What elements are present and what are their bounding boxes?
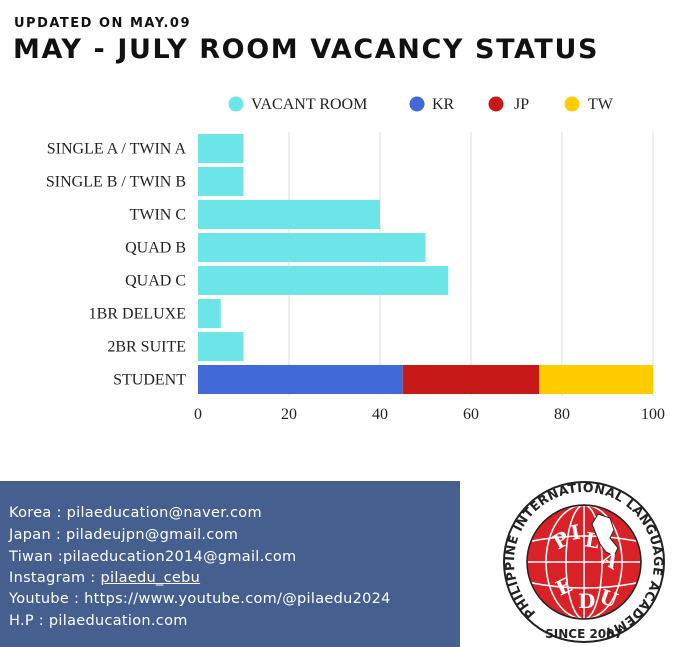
legend-label: TW <box>588 96 614 113</box>
x-tick-label: 80 <box>554 406 570 423</box>
legend-label: JP <box>514 96 529 113</box>
bar <box>198 134 244 163</box>
x-tick-label: 0 <box>194 406 202 423</box>
contact-label: H.P : <box>9 613 49 629</box>
pila-logo: PHILIPPINE INTERNATIONAL LANGUAGE ACADEM… <box>502 480 666 643</box>
logo-globe-grid <box>528 506 640 618</box>
contact-instagram: Instagram : pilaedu_cebu <box>9 570 200 586</box>
page-title: MAY - JULY ROOM VACANCY STATUS <box>13 34 600 65</box>
contact-value: https://www.youtube.com/@pilaedu2024 <box>84 591 391 607</box>
contact-label: Instagram : <box>9 570 101 586</box>
category-label: TWIN C <box>130 207 186 224</box>
contact-taiwan: Tiwan :pilaeducation2014@gmail.com <box>9 549 296 565</box>
bar <box>539 365 653 394</box>
category-label: 1BR DELUXE <box>89 306 186 323</box>
contact-value: pilaeducation.com <box>48 613 188 629</box>
bar <box>402 365 540 394</box>
x-tick-label: 60 <box>463 406 479 423</box>
contact-panel: Korea : pilaeducation@naver.com Japan : … <box>0 481 460 647</box>
philippines-map-shape <box>591 513 619 557</box>
contact-korea: Korea : pilaeducation@naver.com <box>9 505 262 521</box>
contact-value: pilaeducation2014@gmail.com <box>62 549 297 565</box>
x-tick-label: 40 <box>372 406 388 423</box>
legend-swatch <box>409 96 425 112</box>
bar <box>198 365 403 394</box>
logo-globe-letter: D <box>578 589 595 613</box>
logo-since-text: SINCE 2007 <box>545 627 623 641</box>
legend-label: KR <box>432 96 455 113</box>
category-label: QUAD C <box>125 273 186 290</box>
legend-label: VACANT ROOM <box>251 96 367 113</box>
logo-globe-letter: L <box>583 527 601 553</box>
category-label: 2BR SUITE <box>107 339 186 356</box>
x-tick-label: 20 <box>281 406 297 423</box>
contact-homepage: H.P : pilaeducation.com <box>9 613 188 629</box>
legend-swatch <box>228 96 244 112</box>
contact-label: Korea : <box>9 505 67 521</box>
bar <box>198 266 449 295</box>
legend-swatch <box>488 96 504 112</box>
bar <box>198 233 426 262</box>
instagram-link[interactable]: pilaedu_cebu <box>100 570 201 586</box>
category-label: SINGLE A / TWIN A <box>47 141 187 158</box>
category-label: SINGLE B / TWIN B <box>46 174 186 191</box>
bar <box>198 167 244 196</box>
updated-date: UPDATED ON MAY.09 <box>14 16 191 31</box>
category-label: QUAD B <box>125 240 186 257</box>
contact-label: Tiwan : <box>9 549 63 565</box>
legend-swatch <box>564 96 580 112</box>
vacancy-bar-chart: VACANT ROOM KR JP TW SINGLE A / TWIN A SINGLE… <box>46 96 665 423</box>
contact-label: Youtube : <box>9 591 85 607</box>
contact-japan: Japan : piladeujpn@gmail.com <box>9 527 238 543</box>
category-label: STUDENT <box>113 372 186 389</box>
contact-label: Japan : <box>9 527 66 543</box>
contact-youtube: Youtube : https://www.youtube.com/@pilae… <box>9 591 391 607</box>
logo-globe-letter: I <box>569 520 582 545</box>
contact-value: pilaeducation@naver.com <box>66 505 262 521</box>
bar <box>198 332 244 361</box>
contact-value: piladeujpn@gmail.com <box>65 527 239 543</box>
bar <box>198 299 221 328</box>
bar <box>198 200 380 229</box>
x-tick-label: 100 <box>641 406 665 423</box>
